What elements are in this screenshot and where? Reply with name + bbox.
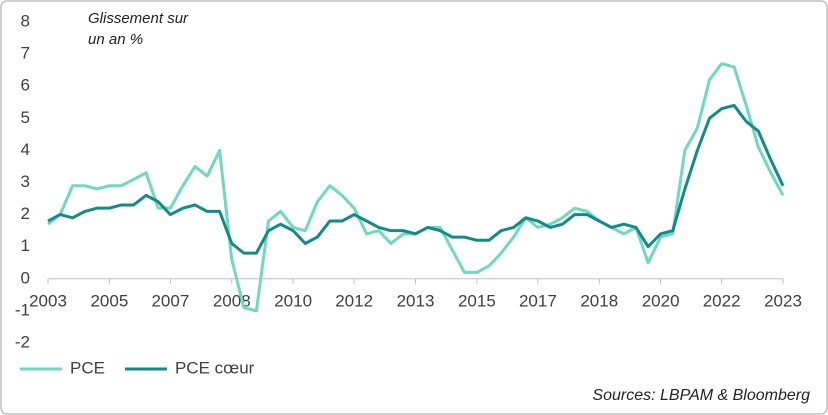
x-tick-label: 2022 (703, 291, 741, 310)
x-tick-label: 2015 (458, 291, 496, 310)
y-tick-label: 1 (21, 236, 30, 255)
chart-title-line: Glissement sur (88, 10, 189, 27)
y-tick-label: 6 (21, 76, 30, 95)
y-tick-label: 4 (21, 140, 30, 159)
x-tick-label: 2017 (519, 291, 557, 310)
x-tick-label: 2007 (151, 291, 189, 310)
x-tick-label: 2020 (642, 291, 680, 310)
x-tick-label: 2003 (29, 291, 67, 310)
y-tick-label: 8 (21, 11, 30, 30)
source: Sources: LBPAM & Bloomberg (592, 387, 810, 404)
y-tick-label: -1 (15, 300, 30, 319)
x-tick-label: 2013 (397, 291, 435, 310)
legend-label: PCE cœur (175, 358, 255, 377)
legend-label: PCE (70, 358, 105, 377)
y-tick-label: 7 (21, 44, 30, 63)
y-tick-label: 5 (21, 108, 30, 127)
x-tick-label: 2012 (335, 291, 373, 310)
y-tick-label: 3 (21, 172, 30, 191)
chart-title-line: un an % (88, 31, 143, 48)
x-tick-label: 2005 (90, 291, 128, 310)
y-tick-label: 2 (21, 204, 30, 223)
y-tick-label: 0 (21, 268, 30, 287)
x-tick-label: 2010 (274, 291, 312, 310)
series-line (47, 103, 785, 255)
x-tick-label: 2023 (764, 291, 802, 310)
y-tick-label: -2 (15, 332, 30, 351)
x-tick-label: 2018 (580, 291, 618, 310)
